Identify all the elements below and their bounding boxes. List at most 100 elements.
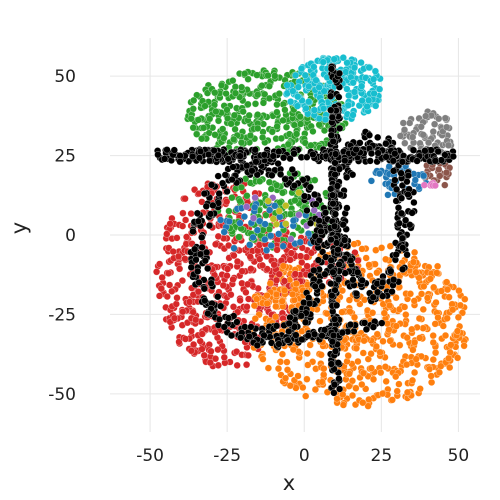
data-point-orange xyxy=(454,354,462,362)
data-point-green xyxy=(284,140,292,148)
data-point-blue xyxy=(217,216,225,224)
data-point-red xyxy=(238,267,246,275)
data-point-red xyxy=(270,261,278,269)
x-tick-label: -25 xyxy=(213,446,241,466)
data-point-green xyxy=(206,115,214,123)
data-point-green xyxy=(243,192,251,200)
data-point-black xyxy=(210,147,218,155)
data-point-black xyxy=(330,222,339,230)
data-point-green xyxy=(315,121,323,129)
data-point-orange xyxy=(281,374,290,382)
data-point-green xyxy=(254,91,262,99)
data-point-black xyxy=(322,253,330,261)
data-point-green xyxy=(273,122,281,130)
data-point-black xyxy=(297,312,305,320)
data-point-black xyxy=(408,209,416,217)
data-point-black xyxy=(306,183,314,191)
data-point-black xyxy=(191,245,199,253)
data-point-black xyxy=(236,152,244,160)
data-point-green xyxy=(211,89,219,97)
data-point-orange xyxy=(434,262,442,270)
data-point-red xyxy=(291,270,299,278)
data-point-black xyxy=(333,182,342,190)
data-point-black xyxy=(399,265,407,273)
data-point-black xyxy=(204,264,212,273)
data-point-blue xyxy=(230,244,238,252)
data-point-black xyxy=(220,323,228,331)
data-point-green xyxy=(236,197,244,205)
data-point-black xyxy=(233,318,241,326)
data-point-orange xyxy=(427,372,435,380)
data-point-black xyxy=(379,278,387,287)
data-point-red xyxy=(181,255,189,263)
data-point-green xyxy=(311,176,319,184)
data-point-orange xyxy=(428,378,436,386)
data-point-black xyxy=(299,176,307,184)
data-point-black xyxy=(315,217,323,225)
data-point-red xyxy=(175,338,183,346)
data-point-cyan xyxy=(365,96,373,104)
data-point-orange xyxy=(416,334,424,342)
data-point-black xyxy=(369,323,377,331)
data-point-green xyxy=(253,71,261,79)
data-point-black xyxy=(352,146,360,154)
data-point-green xyxy=(273,181,281,189)
data-point-cyan xyxy=(376,85,384,93)
data-point-black xyxy=(339,221,347,229)
data-point-gray xyxy=(399,119,407,127)
data-point-black xyxy=(215,315,224,323)
data-point-red xyxy=(263,265,271,273)
data-point-orange xyxy=(303,375,311,383)
data-point-red xyxy=(233,361,241,369)
data-point-black xyxy=(281,175,289,183)
data-point-black xyxy=(366,157,374,165)
data-point-orange xyxy=(412,355,420,363)
data-point-red xyxy=(181,195,189,203)
data-point-black xyxy=(189,152,197,161)
data-point-orange xyxy=(373,269,381,277)
data-point-orange xyxy=(402,311,410,319)
data-point-red xyxy=(153,268,161,276)
data-point-orange xyxy=(443,278,451,286)
data-point-cyan xyxy=(370,89,378,98)
data-point-orange xyxy=(411,338,419,347)
data-point-black xyxy=(176,158,184,166)
data-point-black xyxy=(367,149,376,158)
data-point-orange xyxy=(432,298,440,307)
x-tick-label: 25 xyxy=(371,446,393,466)
data-point-black xyxy=(260,331,268,339)
data-point-green xyxy=(222,90,230,98)
data-point-black xyxy=(327,65,335,73)
data-point-orange xyxy=(345,370,353,378)
data-point-red xyxy=(157,285,165,293)
data-point-red xyxy=(247,265,255,273)
data-point-red xyxy=(190,340,198,349)
data-point-gray xyxy=(401,139,409,147)
data-point-red xyxy=(211,328,219,336)
data-point-black xyxy=(311,282,319,290)
data-point-black xyxy=(329,268,337,276)
data-point-orange xyxy=(381,363,389,371)
data-point-orange xyxy=(253,295,261,303)
data-point-green xyxy=(254,111,262,119)
data-point-black xyxy=(369,293,377,301)
data-point-red xyxy=(198,345,206,353)
data-point-black xyxy=(349,276,357,284)
data-point-cyan xyxy=(302,104,310,112)
data-point-cyan xyxy=(320,105,328,113)
data-point-black xyxy=(382,153,390,161)
data-point-orange xyxy=(437,362,445,370)
data-point-orange xyxy=(403,334,411,342)
data-point-orange xyxy=(388,396,396,404)
data-point-black xyxy=(205,222,214,230)
data-point-orange xyxy=(264,364,272,372)
data-point-cyan xyxy=(339,54,347,62)
data-point-orange xyxy=(429,356,437,364)
data-point-orange xyxy=(392,373,400,381)
data-point-red xyxy=(219,281,227,289)
data-point-black xyxy=(350,327,358,335)
data-point-orange xyxy=(359,399,367,407)
data-point-green xyxy=(227,120,235,128)
data-point-black xyxy=(427,146,435,154)
